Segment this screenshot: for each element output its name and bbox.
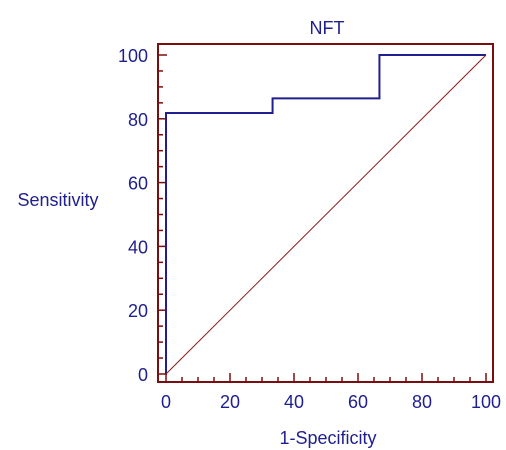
x-tick-label: 80	[412, 392, 432, 412]
y-tick-label: 20	[128, 301, 148, 321]
y-tick-label: 0	[138, 365, 148, 385]
y-axis-label: Sensitivity	[17, 190, 98, 210]
x-tick-label: 100	[471, 392, 501, 412]
roc-curve-line	[165, 54, 486, 374]
x-tick-label: 60	[348, 392, 368, 412]
x-tick-label: 20	[220, 392, 240, 412]
plot-area: 0 20 40 60 80 100 0 20 40 60 80 100	[118, 43, 501, 412]
y-tick-label: 100	[118, 46, 148, 66]
x-tick-label: 40	[284, 392, 304, 412]
y-tick-label: 40	[128, 237, 148, 257]
reference-diagonal-line	[165, 54, 487, 375]
y-tick-label: 80	[128, 110, 148, 130]
x-axis-label: 1-Specificity	[279, 428, 376, 448]
chart-title: NFT	[310, 18, 345, 38]
x-tick-label: 0	[161, 392, 171, 412]
y-tick-label: 60	[128, 174, 148, 194]
